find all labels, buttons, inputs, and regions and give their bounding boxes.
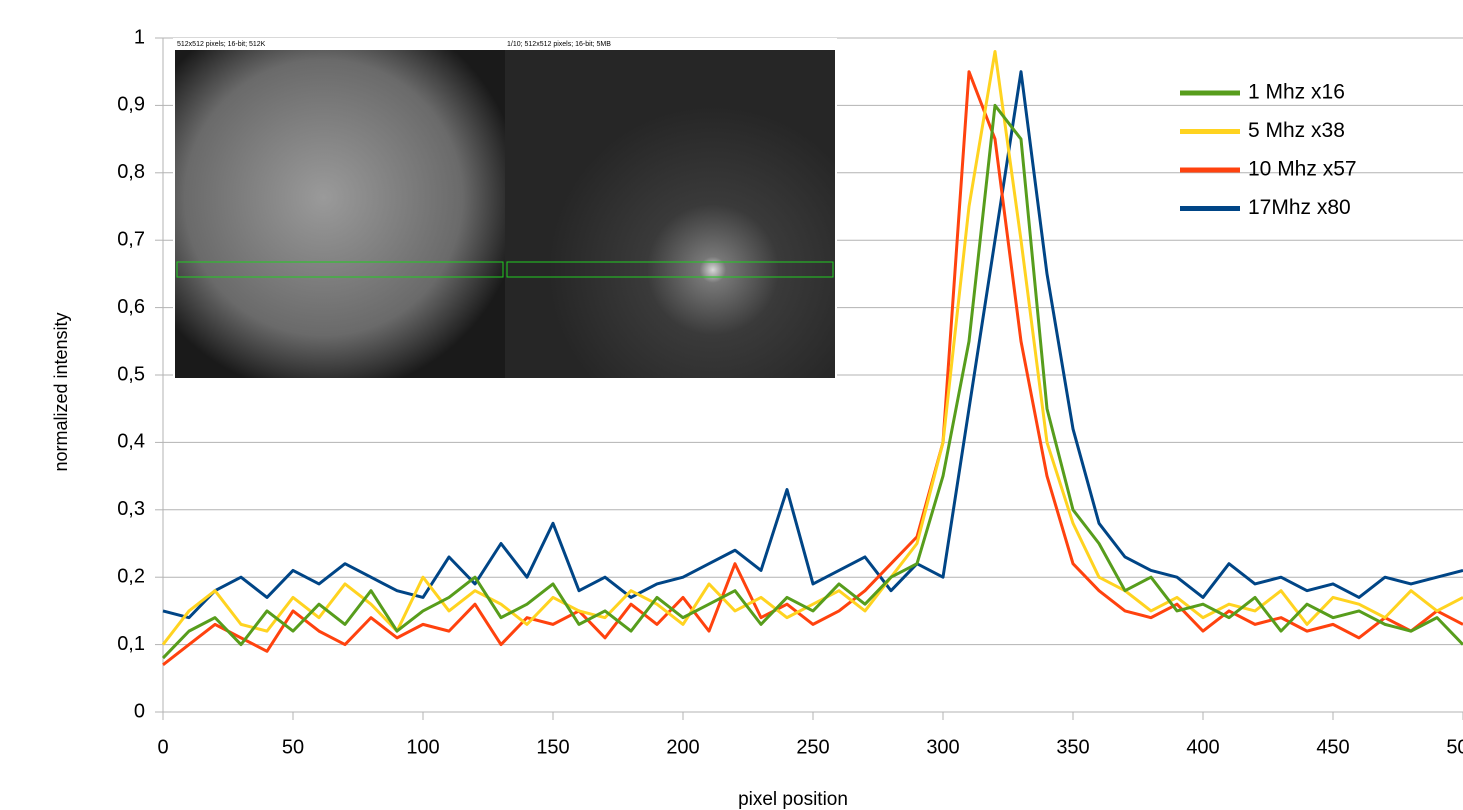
data-line: [162, 70, 1463, 620]
roi-left: [176, 261, 504, 278]
y-tick-label: 0,3: [117, 498, 145, 520]
x-tick-label: 0: [157, 736, 168, 758]
legend-label: 1 Mhz x16: [1248, 81, 1345, 104]
x-tick-label: 300: [926, 736, 959, 758]
x-tick-label: 150: [536, 736, 569, 758]
x-tick-label: 350: [1056, 736, 1089, 758]
inset-image-left: [175, 50, 505, 378]
data-line: [161, 49, 1463, 646]
x-tick-label: 450: [1316, 736, 1349, 758]
y-axis-title: normalized intensity: [51, 312, 71, 471]
y-tick-label: 0,9: [117, 94, 145, 116]
x-tick-label: 500: [1446, 736, 1463, 758]
x-tick-label: 400: [1186, 736, 1219, 758]
y-tick-label: 0,7: [117, 228, 145, 250]
data-line: [162, 70, 1463, 667]
y-tick-label: 0,5: [117, 363, 145, 385]
legend-label: 17Mhz x80: [1248, 196, 1351, 219]
y-tick-label: 0,2: [117, 565, 145, 587]
y-tick-label: 0,1: [117, 633, 145, 655]
x-tick-label: 250: [796, 736, 829, 758]
y-tick-label: 0: [134, 700, 145, 722]
x-tick-label: 100: [406, 736, 439, 758]
inset-images: 512x512 pixels; 16-bit; 512K 1/10; 512x5…: [173, 38, 837, 380]
inset-caption: 512x512 pixels; 16-bit; 512K: [177, 41, 266, 48]
y-tick-label: 0,4: [117, 431, 145, 453]
y-tick-label: 1: [134, 26, 145, 48]
x-axis-title: pixel position: [738, 789, 848, 810]
legend-label: 10 Mhz x57: [1248, 158, 1357, 181]
roi-right: [506, 261, 834, 278]
x-tick-label: 50: [282, 736, 304, 758]
legend-label: 5 Mhz x38: [1248, 119, 1345, 142]
y-tick-label: 0,8: [117, 161, 145, 183]
x-tick-label: 200: [666, 736, 699, 758]
inset-image-right: [505, 50, 835, 378]
data-line: [161, 103, 1463, 660]
y-tick-label: 0,6: [117, 296, 145, 318]
inset-caption: 1/10; 512x512 pixels; 16-bit; 5MB: [507, 41, 611, 48]
